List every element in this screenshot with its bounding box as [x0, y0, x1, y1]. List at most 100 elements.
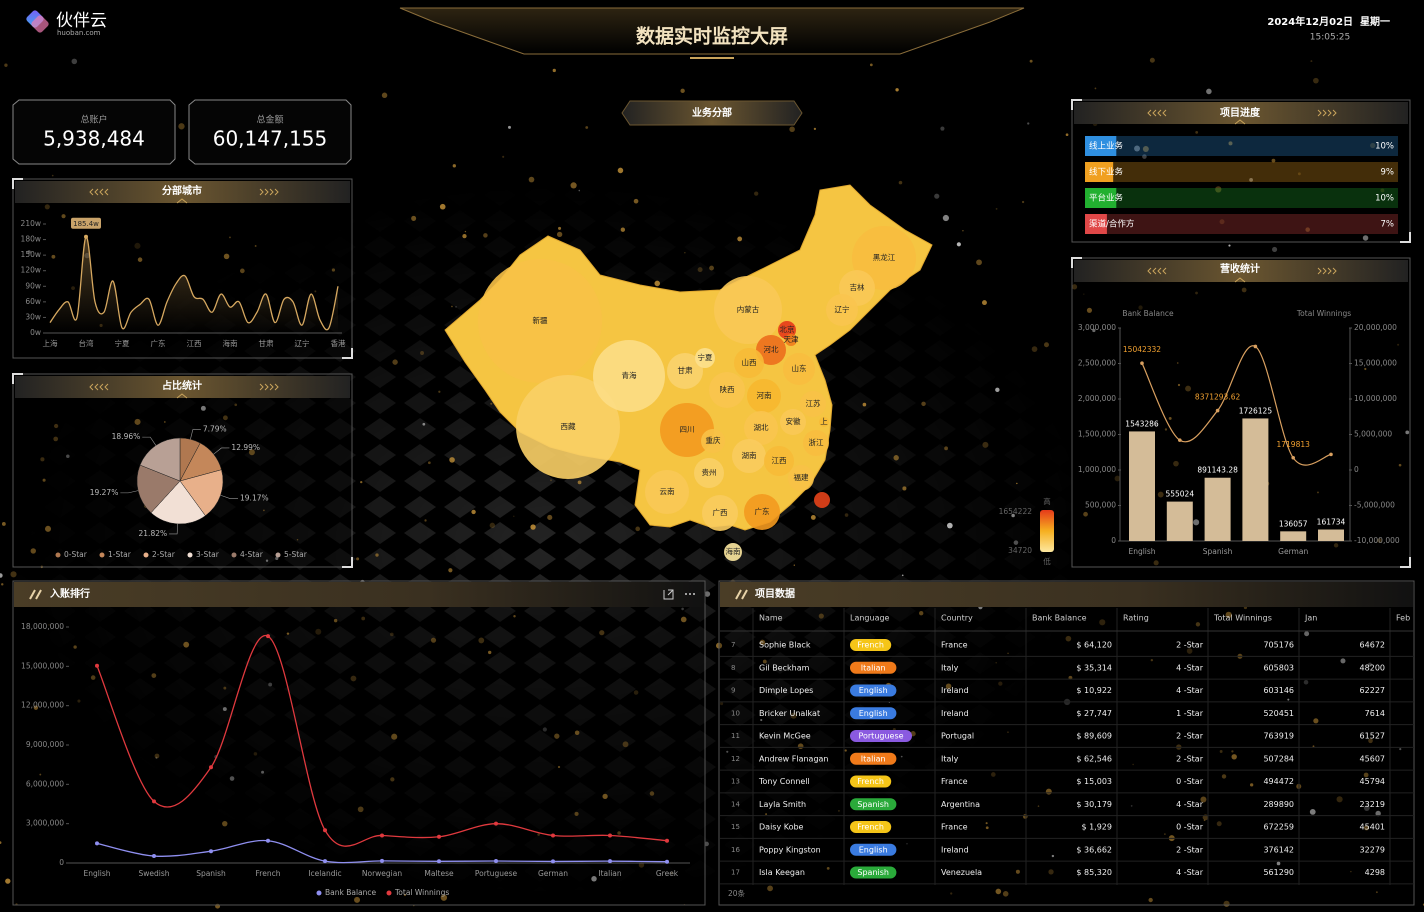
bg-dot	[1216, 821, 1222, 827]
bg-dot	[1029, 59, 1033, 63]
y-tick-label: 6,000,000	[26, 779, 64, 788]
table-header: Rating	[1123, 614, 1149, 623]
bg-dot	[381, 92, 388, 99]
bg-dot	[1380, 188, 1385, 193]
bg-dot	[71, 58, 78, 65]
pie-label: 18.96%	[112, 432, 141, 441]
chevron	[1327, 109, 1332, 117]
map-region	[645, 470, 689, 514]
bg-dot	[998, 681, 1003, 686]
bg-dot	[844, 513, 849, 517]
table-footer: 20条	[728, 888, 746, 898]
chevron	[1152, 109, 1157, 117]
row-number: 7	[731, 641, 735, 649]
y-tick-label: 15,000,000	[1354, 359, 1397, 368]
table-cell: 4298	[1365, 868, 1385, 877]
bg-dot	[886, 616, 888, 618]
table-cell: Italy	[941, 663, 959, 672]
bg-dot	[254, 245, 257, 247]
bg-dot	[439, 203, 446, 210]
table-cell: 520451	[1263, 709, 1294, 718]
x-tick-label: Italian	[598, 869, 622, 878]
bg-dot	[542, 727, 547, 732]
map-region	[788, 465, 814, 491]
bg-dot	[48, 624, 50, 626]
bg-dot	[1362, 235, 1369, 241]
more-icon	[685, 593, 687, 595]
bg-dot	[570, 182, 577, 189]
bg-dot	[1002, 891, 1009, 897]
bar	[1204, 477, 1231, 541]
x-tick-label: Norwegian	[362, 869, 402, 878]
table-cell: 62227	[1360, 686, 1385, 695]
bg-dot	[946, 522, 953, 529]
bg-dot	[1363, 805, 1370, 812]
map-legend-high: 高	[1043, 496, 1051, 506]
bg-dot	[61, 214, 66, 219]
map-region-label: 贵州	[702, 467, 717, 477]
y-tick-label: 0	[1111, 536, 1116, 545]
chevron	[1147, 267, 1152, 275]
bg-dot	[314, 290, 317, 293]
bg-dot	[726, 750, 729, 753]
bg-dot	[223, 686, 227, 690]
bg-dot	[895, 88, 899, 92]
bg-dot	[354, 896, 361, 903]
bg-dot	[234, 403, 238, 407]
panel-title-bar	[720, 582, 1413, 607]
kpi-label: 总账户	[80, 114, 107, 126]
bg-dot	[985, 822, 988, 825]
bg-dot	[350, 675, 357, 682]
table-cell: $ 89,609	[1076, 732, 1112, 741]
pie-label: 12.99%	[231, 443, 260, 452]
point	[1140, 361, 1144, 365]
bg-dot	[1241, 287, 1247, 293]
line-area	[50, 236, 338, 333]
progress-bar	[1085, 162, 1114, 182]
table-cell: 0 -Star	[1176, 823, 1204, 832]
bg-dot	[1177, 383, 1181, 387]
chevron	[1332, 109, 1337, 117]
language-tag-text: English	[859, 686, 888, 695]
progress-label: 平台业务	[1089, 193, 1124, 204]
map-region-label: 安徽	[786, 416, 801, 426]
table-header: Jan	[1304, 614, 1317, 623]
pie-leader	[213, 447, 230, 455]
map-region	[744, 411, 778, 445]
bg-dot	[1, 522, 6, 526]
point	[1291, 455, 1295, 460]
language-tag-text: Portuguese	[858, 732, 903, 741]
bg-dot	[1176, 362, 1179, 364]
bg-dot	[599, 630, 605, 636]
bg-dot	[1071, 284, 1078, 290]
bg-dot	[403, 893, 407, 897]
bg-dot	[10, 571, 17, 578]
legend-swatch	[143, 552, 149, 558]
pie-label: 19.17%	[240, 494, 269, 503]
y-tick-label: -10,000,000	[1354, 536, 1400, 545]
bg-dot	[1271, 158, 1276, 163]
y-tick-label: -5,000,000	[1354, 501, 1395, 510]
bg-dot	[1312, 745, 1315, 748]
y-tick-label: 150w	[21, 250, 41, 259]
value-label: 15042332	[1123, 345, 1161, 354]
bg-dot	[901, 574, 904, 577]
map-region	[660, 403, 714, 457]
bg-dot	[1225, 611, 1232, 619]
legend-label: Total Winnings	[394, 888, 449, 897]
map-region-label: 云南	[660, 486, 675, 496]
bg-dot	[1114, 475, 1121, 482]
more-icon	[693, 593, 695, 595]
bg-dot	[1149, 57, 1155, 63]
table-cell: 605803	[1263, 663, 1294, 672]
bg-dot	[902, 486, 907, 491]
bg-dot	[1027, 122, 1030, 125]
map-region	[478, 259, 602, 383]
bg-dot	[1083, 293, 1085, 295]
progress-value: 9%	[1381, 168, 1395, 178]
map-region-label: 湖北	[754, 423, 769, 432]
bg-dot	[838, 810, 840, 812]
bg-dot	[507, 125, 511, 129]
panel-title-notch	[176, 393, 188, 399]
bg-dot	[680, 616, 687, 623]
